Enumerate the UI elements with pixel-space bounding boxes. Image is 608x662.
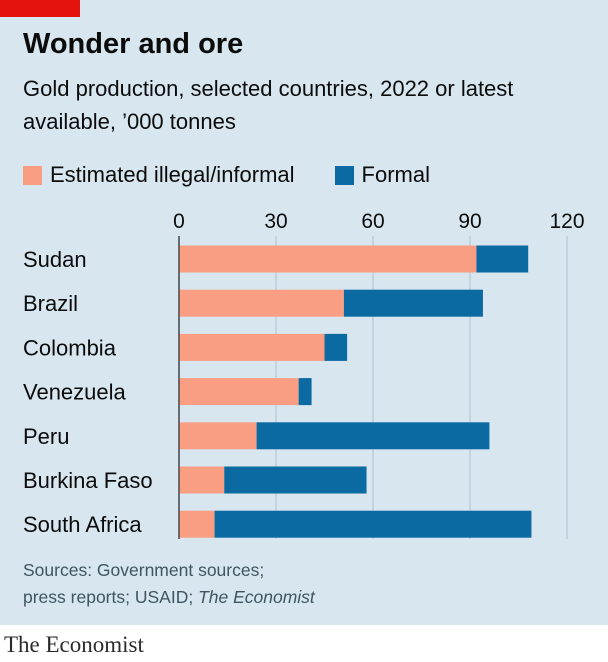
category-label: Burkina Faso xyxy=(23,468,153,493)
source-italic: The Economist xyxy=(198,587,315,607)
category-label: Sudan xyxy=(23,247,87,272)
x-tick-label-30: 30 xyxy=(264,210,287,233)
source-note: Sources: Government sources; press repor… xyxy=(23,557,315,611)
source-line-1: Sources: Government sources; xyxy=(23,560,265,580)
economist-logo-text: The Economist xyxy=(4,632,144,657)
legend-label-informal: Estimated illegal/informal xyxy=(50,162,295,187)
bar-informal-colombia xyxy=(179,333,325,361)
x-tick-label-0: 0 xyxy=(173,210,185,233)
bar-informal-peru xyxy=(179,422,257,450)
brand-red-bar xyxy=(0,0,80,17)
x-tick-label-90: 90 xyxy=(458,210,481,233)
bar-formal-sudan xyxy=(476,245,529,273)
category-label: Peru xyxy=(23,424,69,449)
legend-swatch-formal xyxy=(334,165,354,185)
bar-formal-burkina-faso xyxy=(224,466,367,494)
chart-title: Wonder and ore xyxy=(23,28,244,60)
bar-formal-peru xyxy=(256,422,490,450)
x-tick-label-120: 120 xyxy=(549,210,584,233)
source-line-2-text: press reports; USAID; xyxy=(23,587,199,607)
bar-formal-brazil xyxy=(343,289,483,317)
bar-informal-burkina-faso xyxy=(179,466,225,494)
bar-informal-brazil xyxy=(179,289,344,317)
legend-label-formal: Formal xyxy=(361,162,430,187)
category-label: South Africa xyxy=(23,512,142,537)
legend-item-formal: Formal xyxy=(334,162,430,188)
bar-informal-venezuela xyxy=(179,378,299,406)
bar-formal-venezuela xyxy=(298,378,312,406)
category-label: Brazil xyxy=(23,291,78,316)
x-tick-label-60: 60 xyxy=(361,210,384,233)
category-label: Venezuela xyxy=(23,380,127,405)
legend: Estimated illegal/informal Formal xyxy=(23,162,470,188)
bar-informal-sudan xyxy=(179,245,477,273)
chart-subtitle: Gold production, selected countries, 202… xyxy=(23,76,514,134)
bar-informal-south-africa xyxy=(179,510,215,538)
category-label: Colombia xyxy=(23,335,117,360)
bar-chart: 0 30 60 90 120 Sudan Brazil Colombia Venezuela Pe… xyxy=(23,210,585,539)
legend-item-informal: Estimated illegal/informal xyxy=(23,162,295,188)
source-line-2: press reports; USAID; The Economist xyxy=(23,584,315,611)
bar-formal-south-africa xyxy=(214,510,532,538)
bar-formal-colombia xyxy=(324,333,348,361)
legend-swatch-informal xyxy=(23,165,42,185)
